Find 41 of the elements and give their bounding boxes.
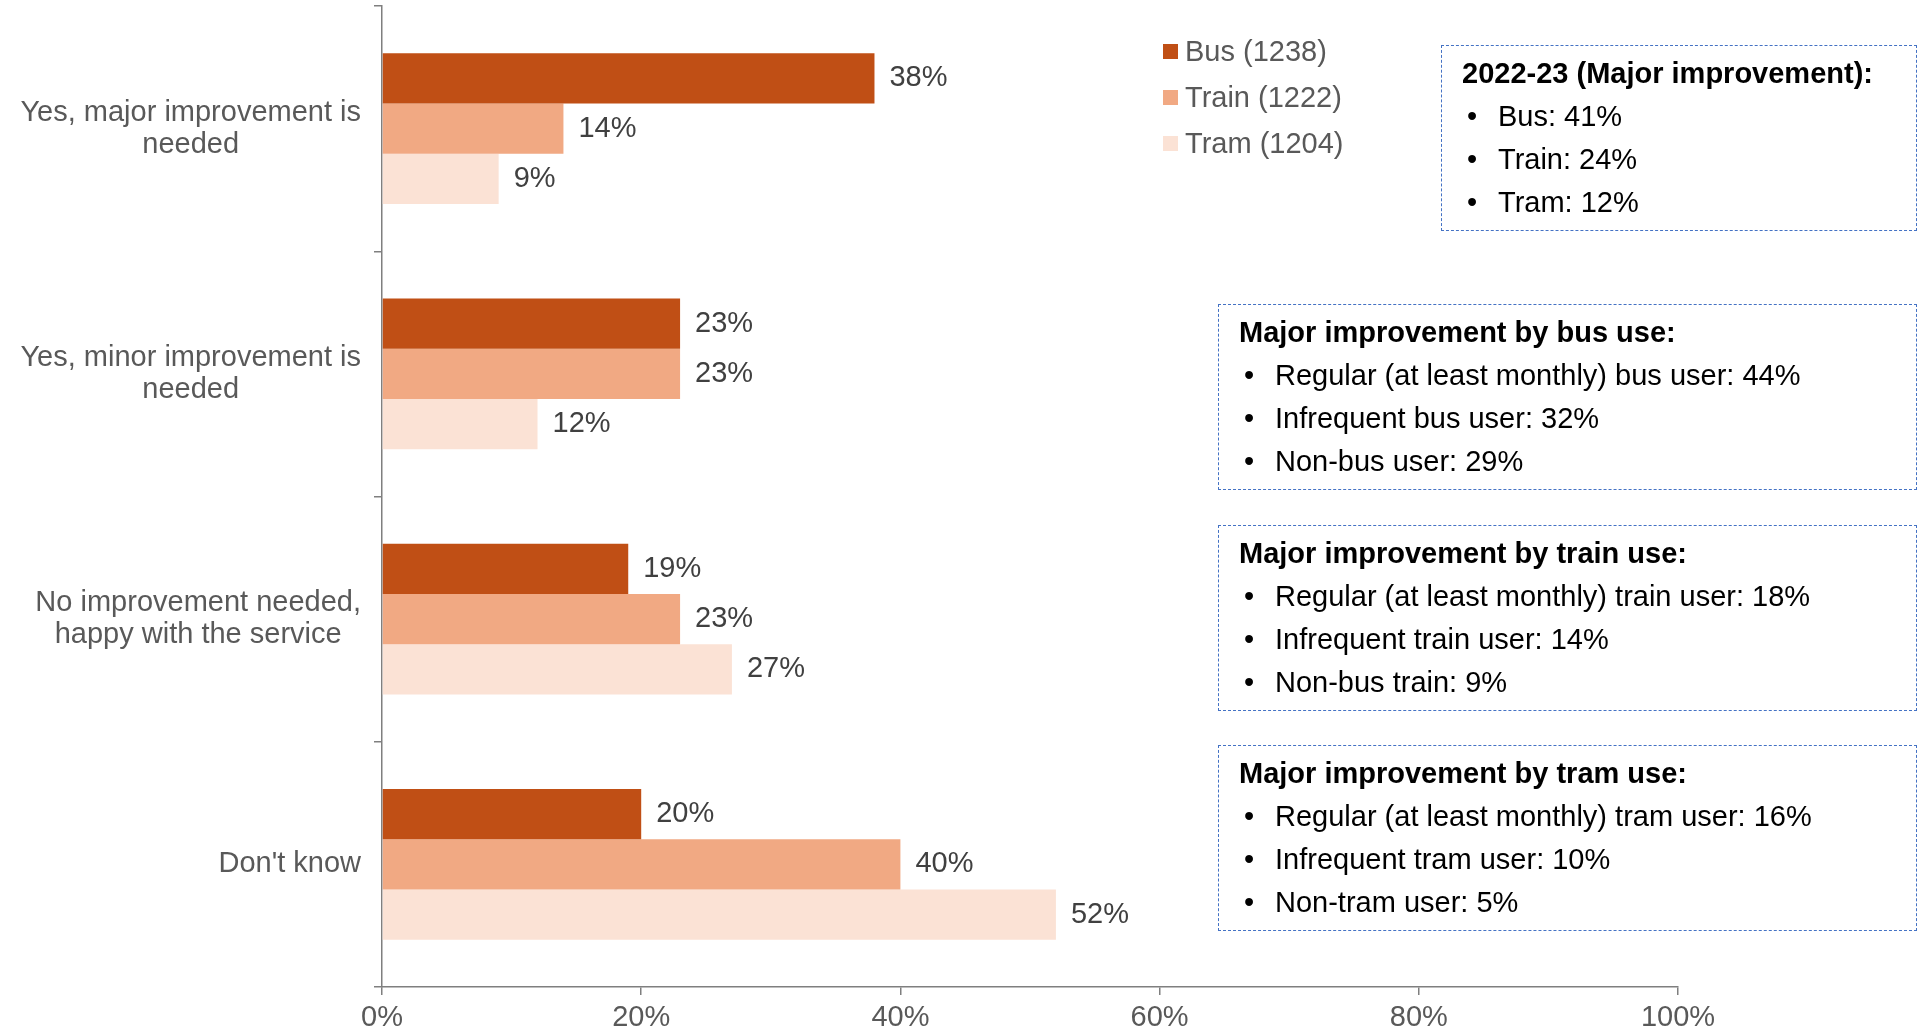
data-label: 20% [656,796,715,829]
annotation: Major improvement by tram use: • Regular (at least monthly) tram user: 16% • Infrequent tram user: 10% • Non-tram user: 5% [1239,756,1813,920]
annotation: 2022-23 (Major improvement): • Bus: 41% • Train: 24% • Tram: 12% [1462,56,1874,220]
x-tick-label: 80% [1389,1000,1448,1033]
legend-label: Tram (1204) [1185,126,1344,160]
data-label: 23% [695,601,754,634]
data-label: 9% [513,160,556,193]
bar [382,593,681,645]
annotation: Major improvement by bus use: • Regular (at least monthly) bus user: 44% • Infrequent bus user: 32% • Non-bus user: 29% [1239,315,1802,479]
bar [382,543,629,594]
bar [382,103,564,154]
legend-label: Bus (1238) [1185,34,1327,68]
bar [382,53,875,104]
bar [382,889,1056,940]
bar [382,348,681,400]
data-label: 12% [552,406,611,439]
y-tick-label: Yes, minor improvement is needed [20,339,361,404]
x-tick-label: 60% [1130,1000,1189,1033]
y-tick-label: No improvement needed, happy with the service [35,585,362,650]
data-label: 23% [695,305,754,338]
bar [382,644,732,695]
x-tick-label: 40% [871,1000,930,1033]
data-label: 27% [746,651,805,684]
x-tick-label: 0% [361,1000,403,1033]
data-label: 40% [915,846,974,879]
bar [382,839,901,890]
y-tick-label: Don't know [218,846,363,879]
data-label: 52% [1070,896,1129,929]
bar [382,153,499,205]
bar [382,298,681,349]
x-tick-label: 100% [1640,1000,1716,1033]
data-label: 23% [695,355,754,388]
data-label: 14% [578,110,637,143]
x-tick-label: 20% [612,1000,671,1033]
legend-label: Train (1222) [1185,80,1342,114]
y-tick-label: Yes, major improvement is needed [20,94,361,159]
bar [382,788,642,840]
bar [382,399,538,450]
data-label: 19% [643,550,702,583]
data-label: 38% [889,60,948,93]
annotation: Major improvement by train use: • Regular (at least monthly) train user: 18% • Infrequent train user: 14% • Non-bus train: 9% [1239,536,1812,700]
